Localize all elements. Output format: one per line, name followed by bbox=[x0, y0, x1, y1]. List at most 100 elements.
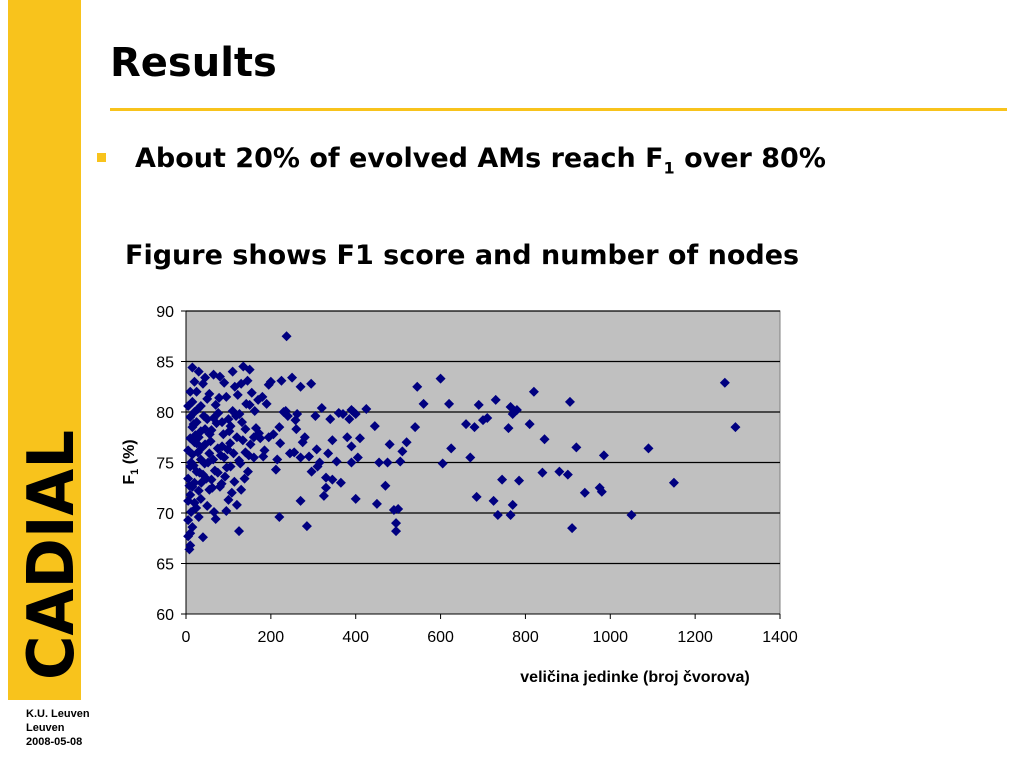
data-points bbox=[183, 331, 741, 555]
data-point-21 bbox=[503, 423, 514, 434]
data-point-237 bbox=[253, 428, 264, 439]
data-point-219 bbox=[191, 502, 202, 513]
data-point-20 bbox=[511, 404, 522, 415]
data-point-65 bbox=[331, 456, 342, 467]
data-point-40 bbox=[437, 458, 448, 469]
data-point-123 bbox=[221, 505, 232, 516]
data-point-81 bbox=[295, 452, 306, 463]
data-point-247 bbox=[311, 444, 322, 455]
y-axis-label-unit: (%) bbox=[121, 439, 138, 468]
data-point-29 bbox=[482, 413, 493, 424]
data-point-45 bbox=[397, 446, 408, 457]
y-tick-label-70: 70 bbox=[156, 506, 174, 523]
data-point-218 bbox=[184, 480, 195, 491]
data-point-38 bbox=[444, 398, 455, 409]
svg-text:F1 (%): F1 (%) bbox=[121, 439, 141, 484]
data-point-14 bbox=[554, 466, 565, 477]
data-point-192 bbox=[214, 392, 225, 403]
title-divider bbox=[110, 108, 1007, 111]
data-point-148 bbox=[193, 485, 204, 496]
data-point-131 bbox=[210, 514, 221, 525]
data-point-122 bbox=[223, 494, 234, 505]
data-point-92 bbox=[274, 512, 285, 523]
figure-caption: Figure shows F1 score and number of node… bbox=[125, 240, 800, 271]
data-point-201 bbox=[232, 389, 243, 400]
data-point-30 bbox=[473, 399, 484, 410]
data-point-141 bbox=[197, 378, 208, 389]
data-point-150 bbox=[191, 386, 202, 397]
data-point-13 bbox=[579, 487, 590, 498]
data-point-233 bbox=[237, 435, 248, 446]
bullet-marker bbox=[97, 153, 106, 162]
data-point-91 bbox=[272, 454, 283, 465]
data-point-177 bbox=[183, 531, 194, 542]
data-point-35 bbox=[488, 495, 499, 506]
data-point-225 bbox=[208, 454, 219, 465]
data-point-229 bbox=[221, 462, 232, 473]
data-point-182 bbox=[192, 403, 203, 414]
data-point-235 bbox=[245, 439, 256, 450]
data-point-56 bbox=[354, 433, 365, 444]
data-point-248 bbox=[325, 414, 336, 425]
data-point-24 bbox=[497, 474, 508, 485]
data-point-1 bbox=[435, 373, 446, 384]
data-point-77 bbox=[304, 451, 315, 462]
data-point-94 bbox=[263, 379, 274, 390]
data-point-86 bbox=[287, 372, 298, 383]
data-point-175 bbox=[183, 495, 194, 506]
footer-date: 2008-05-08 bbox=[26, 736, 83, 748]
data-point-100 bbox=[253, 394, 264, 405]
y-axis-label-main: F bbox=[121, 475, 138, 485]
data-point-138 bbox=[202, 500, 213, 511]
data-point-220 bbox=[193, 432, 204, 443]
data-point-178 bbox=[184, 544, 195, 555]
bullet-text-tail: over 80% bbox=[674, 143, 826, 174]
data-point-252 bbox=[361, 403, 372, 414]
data-point-215 bbox=[192, 447, 203, 458]
data-point-246 bbox=[306, 466, 317, 477]
data-point-9 bbox=[571, 442, 582, 453]
data-point-228 bbox=[216, 478, 227, 489]
footer: K.U. Leuven Leuven 2008-05-08 bbox=[26, 707, 90, 749]
data-point-96 bbox=[261, 398, 272, 409]
data-point-36 bbox=[537, 467, 548, 478]
y-axis-label-sub: 1 bbox=[129, 469, 141, 475]
data-point-224 bbox=[204, 429, 215, 440]
data-point-239 bbox=[268, 429, 279, 440]
data-point-108 bbox=[240, 424, 251, 435]
data-point-210 bbox=[212, 467, 223, 478]
data-point-159 bbox=[187, 362, 198, 373]
y-tick-label-80: 80 bbox=[156, 405, 174, 422]
data-point-27 bbox=[490, 394, 501, 405]
data-point-118 bbox=[227, 366, 238, 377]
tick-labels: 0 200 400 600 800 1000 1200 1400 60 65 70 75 80 85 90 bbox=[156, 304, 798, 646]
data-point-173 bbox=[183, 445, 194, 456]
data-point-7 bbox=[564, 396, 575, 407]
data-point-110 bbox=[238, 361, 249, 372]
data-point-8 bbox=[567, 523, 578, 534]
data-point-242 bbox=[278, 407, 289, 417]
y-tick-label-60: 60 bbox=[156, 607, 174, 624]
data-point-147 bbox=[193, 366, 204, 377]
data-point-82 bbox=[295, 495, 306, 506]
data-point-68 bbox=[323, 448, 334, 459]
x-tick-label-1000: 1000 bbox=[592, 629, 628, 646]
data-point-39 bbox=[446, 443, 457, 454]
data-point-74 bbox=[314, 457, 325, 468]
footer-location: Leuven bbox=[26, 722, 65, 734]
data-point-70 bbox=[318, 490, 329, 501]
data-point-71 bbox=[321, 472, 332, 483]
x-axis-label: veličina jedinke (broj čvorova) bbox=[520, 669, 749, 686]
data-point-204 bbox=[239, 473, 250, 484]
bullet-text-subscript: 1 bbox=[663, 158, 675, 178]
data-point-12 bbox=[596, 486, 607, 497]
data-point-75 bbox=[310, 411, 321, 422]
data-point-60 bbox=[348, 407, 359, 417]
data-point-10 bbox=[598, 450, 609, 461]
data-point-47 bbox=[391, 518, 402, 529]
data-point-221 bbox=[196, 477, 207, 488]
data-point-53 bbox=[369, 421, 380, 432]
axes bbox=[181, 310, 781, 619]
data-point-207 bbox=[225, 421, 236, 432]
data-point-203 bbox=[237, 417, 248, 428]
